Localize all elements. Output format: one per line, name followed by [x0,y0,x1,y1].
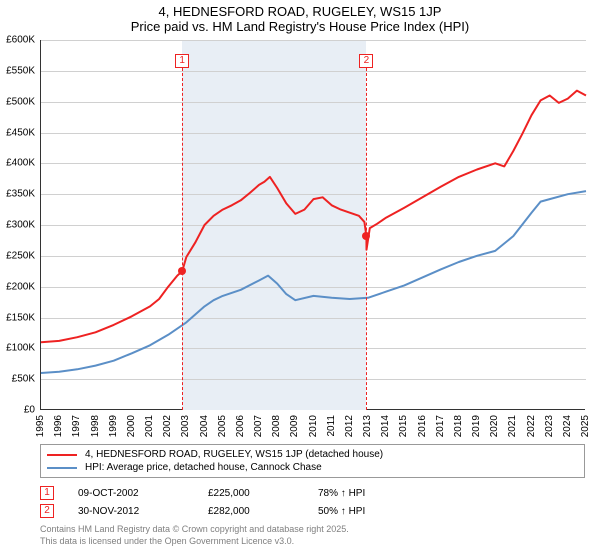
legend-label-price-paid: 4, HEDNESFORD ROAD, RUGELEY, WS15 1JP (d… [85,449,383,460]
legend-item-price-paid: 4, HEDNESFORD ROAD, RUGELEY, WS15 1JP (d… [47,448,578,461]
legend-label-hpi: HPI: Average price, detached house, Cann… [85,462,322,473]
x-tick-label: 1996 [53,415,64,437]
grid-line-y [41,102,586,103]
grid-line-y [41,379,586,380]
y-tick-label: £500K [0,96,35,107]
x-tick-label: 2018 [453,415,464,437]
event-row-2: 2 30-NOV-2012 £282,000 50% ↑ HPI [40,502,448,520]
x-tick-label: 2017 [435,415,446,437]
y-tick-label: £600K [0,35,35,46]
footer-line2: This data is licensed under the Open Gov… [40,536,349,548]
event-date-1: 09-OCT-2002 [78,488,208,499]
x-tick-label: 1998 [90,415,101,437]
chart-area: 12 £0£50K£100K£150K£200K£250K£300K£350K£… [40,40,585,410]
grid-line-y [41,163,586,164]
x-tick-label: 2023 [544,415,555,437]
legend-item-hpi: HPI: Average price, detached house, Cann… [47,461,578,474]
event-marker-1: 1 [40,486,54,500]
plot: 12 [40,40,585,410]
y-tick-label: £550K [0,65,35,76]
marker-line-1 [182,68,183,410]
x-tick-label: 2007 [253,415,264,437]
y-tick-label: £100K [0,343,35,354]
x-tick-label: 2010 [308,415,319,437]
x-tick-label: 2024 [562,415,573,437]
x-tick-label: 2005 [217,415,228,437]
event-date-2: 30-NOV-2012 [78,506,208,517]
grid-line-y [41,40,586,41]
x-tick-label: 1997 [71,415,82,437]
grid-line-y [41,287,586,288]
y-tick-label: £50K [0,374,35,385]
y-tick-label: £200K [0,281,35,292]
x-tick-label: 2003 [180,415,191,437]
event-row-1: 1 09-OCT-2002 £225,000 78% ↑ HPI [40,484,448,502]
events-table: 1 09-OCT-2002 £225,000 78% ↑ HPI 2 30-NO… [40,484,448,520]
x-tick-label: 2000 [126,415,137,437]
event-delta-2: 50% ↑ HPI [318,506,448,517]
x-tick-label: 2006 [235,415,246,437]
event-delta-1: 78% ↑ HPI [318,488,448,499]
x-tick-label: 2019 [471,415,482,437]
grid-line-y [41,256,586,257]
x-tick-label: 2021 [507,415,518,437]
y-tick-label: £300K [0,220,35,231]
x-tick-label: 2004 [199,415,210,437]
x-tick-label: 2022 [526,415,537,437]
marker-box-2: 2 [359,54,373,68]
footer-note: Contains HM Land Registry data © Crown c… [40,524,349,547]
y-tick-label: £350K [0,189,35,200]
title-subtitle: Price paid vs. HM Land Registry's House … [0,19,600,34]
title-block: 4, HEDNESFORD ROAD, RUGELEY, WS15 1JP Pr… [0,0,600,34]
x-tick-label: 2011 [326,415,337,437]
x-tick-label: 2020 [489,415,500,437]
y-tick-label: £400K [0,158,35,169]
footer-line1: Contains HM Land Registry data © Crown c… [40,524,349,536]
event-price-2: £282,000 [208,506,318,517]
x-tick-label: 2025 [580,415,591,437]
legend-swatch-hpi [47,467,77,469]
title-address: 4, HEDNESFORD ROAD, RUGELEY, WS15 1JP [0,4,600,19]
x-tick-label: 2012 [344,415,355,437]
grid-line-y [41,348,586,349]
grid-line-y [41,133,586,134]
y-tick-label: £450K [0,127,35,138]
x-tick-label: 2014 [380,415,391,437]
x-tick-label: 2016 [417,415,428,437]
x-tick-label: 2009 [289,415,300,437]
x-tick-label: 2002 [162,415,173,437]
y-tick-label: £250K [0,250,35,261]
shade-region [182,40,366,410]
grid-line-y [41,318,586,319]
marker-dot-1 [178,267,186,275]
x-tick-label: 2015 [398,415,409,437]
x-tick-label: 2008 [271,415,282,437]
marker-dot-2 [362,232,370,240]
y-tick-label: £0 [0,405,35,416]
grid-line-y [41,225,586,226]
x-tick-label: 1999 [108,415,119,437]
series-line-hpi [41,191,586,373]
event-price-1: £225,000 [208,488,318,499]
y-tick-label: £150K [0,312,35,323]
event-marker-2: 2 [40,504,54,518]
legend-swatch-price-paid [47,454,77,456]
x-tick-label: 2001 [144,415,155,437]
grid-line-y [41,71,586,72]
grid-line-y [41,194,586,195]
series-svg [41,40,586,410]
chart-container: 4, HEDNESFORD ROAD, RUGELEY, WS15 1JP Pr… [0,0,600,560]
legend: 4, HEDNESFORD ROAD, RUGELEY, WS15 1JP (d… [40,444,585,478]
x-tick-label: 1995 [35,415,46,437]
x-tick-label: 2013 [362,415,373,437]
series-line-price_paid [41,91,586,343]
marker-box-1: 1 [175,54,189,68]
